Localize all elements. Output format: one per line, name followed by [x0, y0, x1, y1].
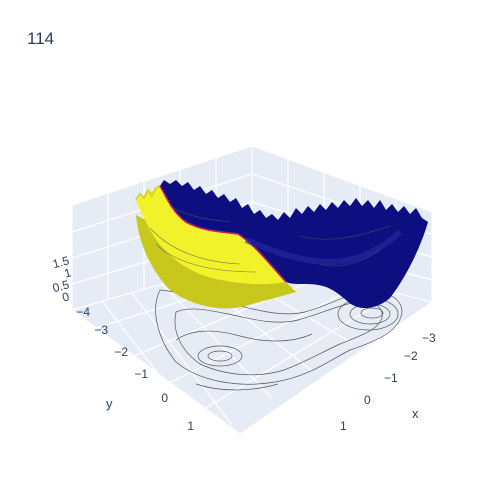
x-tick-label: −1	[384, 371, 398, 385]
y-tick-label: −1	[134, 367, 148, 381]
x-tick-label: 1	[340, 419, 347, 433]
contour-ring-2	[207, 350, 233, 362]
y-tick-label: −4	[76, 305, 90, 319]
floor-contours	[155, 289, 403, 391]
chart-title: 114	[27, 29, 55, 48]
x-tick-label: 0	[364, 393, 371, 407]
x-tick-label: −3	[422, 331, 436, 345]
z-tick-label: 1.5	[51, 253, 71, 271]
contour-ring-1	[197, 345, 243, 367]
surface-top-blue	[160, 180, 428, 309]
yellow-edge	[135, 185, 161, 201]
z-tick-label: 1	[63, 265, 73, 280]
z-tick-label: 0	[61, 289, 71, 304]
y-tick-label: 0	[161, 391, 168, 405]
y-tick-label: −2	[114, 345, 128, 359]
x-axis-title: x	[412, 406, 419, 421]
y-tick-label: −3	[94, 323, 108, 337]
x-tick-label: −2	[404, 349, 418, 363]
contour-ring-5	[360, 307, 384, 319]
z-axis-ticks: 1.5 1 0.5 0	[51, 253, 73, 304]
z-tick-label: 0.5	[51, 277, 71, 295]
surface[interactable]	[135, 180, 428, 309]
y-axis-ticks: −4 −3 −2 −1 0 1 y	[76, 305, 194, 433]
blue-highlight	[244, 229, 403, 266]
surface-side-yellow	[136, 215, 296, 309]
color-boundary	[159, 185, 287, 283]
y-axis-title: y	[106, 396, 113, 411]
x-axis-ticks: −3 −2 −1 0 1 x	[340, 331, 436, 433]
y-tick-label: 1	[187, 419, 194, 433]
